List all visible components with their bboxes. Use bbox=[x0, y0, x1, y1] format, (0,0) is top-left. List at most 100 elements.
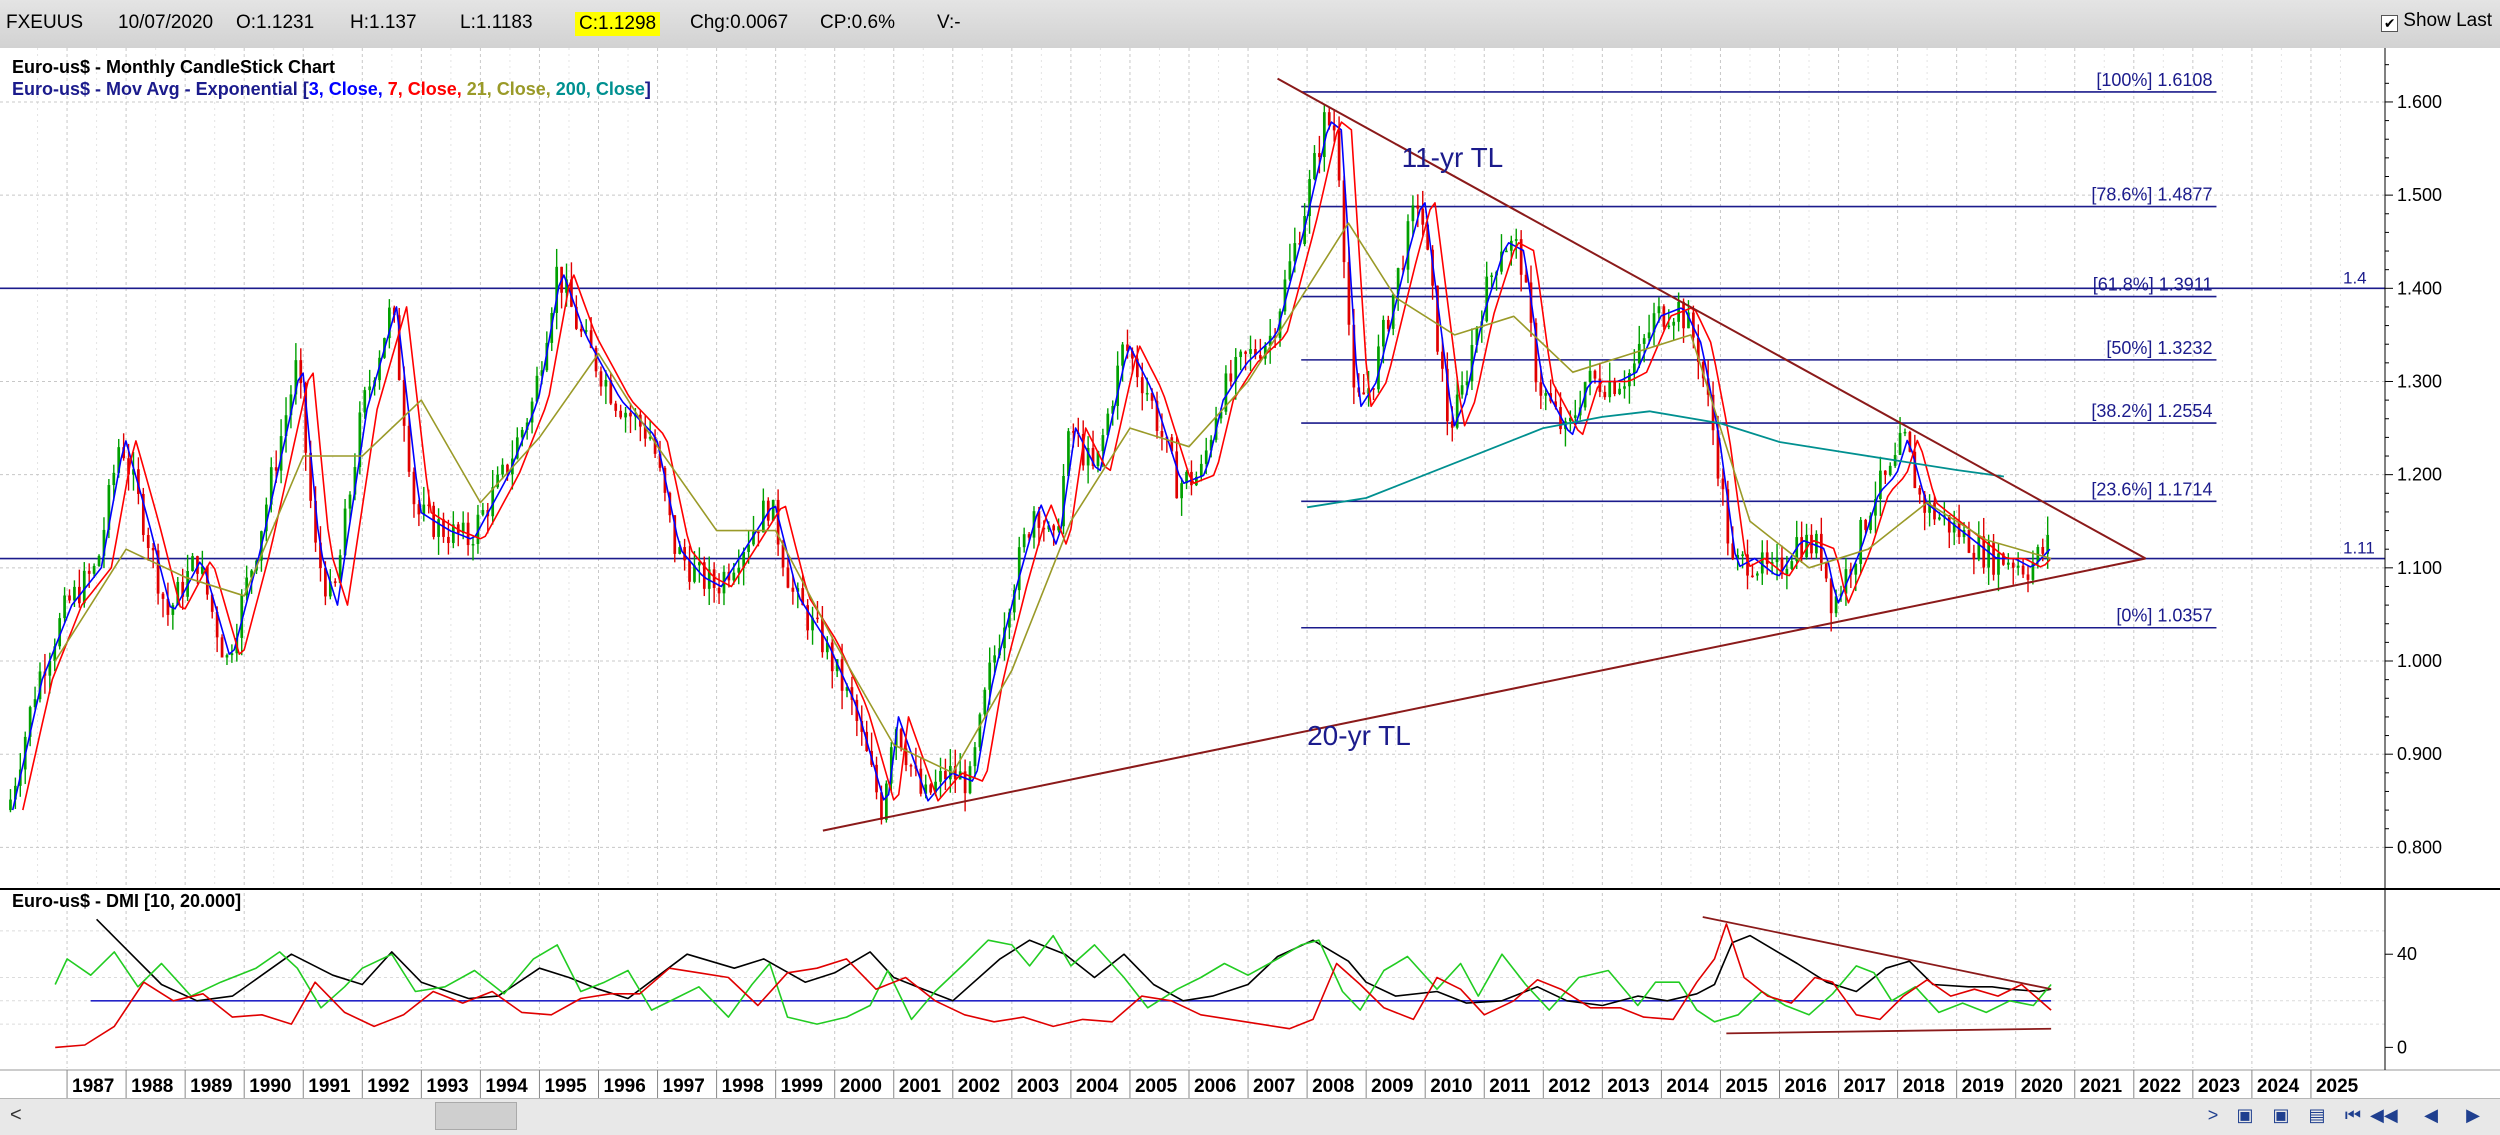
ema21-line bbox=[54, 222, 2052, 774]
candle-body bbox=[1180, 483, 1183, 499]
candle-body bbox=[1706, 378, 1710, 395]
zoom-in-icon[interactable]: ▣ bbox=[2236, 1105, 2254, 1125]
candle-body bbox=[1687, 312, 1690, 329]
candle-body bbox=[948, 765, 952, 780]
candle-body bbox=[1647, 332, 1651, 339]
candle-body bbox=[132, 469, 135, 475]
x-tick-label: 1998 bbox=[722, 1076, 764, 1097]
first-page-icon[interactable]: ⏮ bbox=[2344, 1105, 2362, 1125]
chart-canvas[interactable]: 1.4 1.11 [100%] 1.6108 [78.6%] 1.4877 [61.8%… bbox=[0, 48, 2500, 1098]
candle-body bbox=[816, 617, 819, 620]
candle-body bbox=[1372, 388, 1375, 390]
candle-body bbox=[1593, 370, 1597, 379]
candle-body bbox=[1342, 180, 1346, 263]
fast-back-icon[interactable]: ◀◀ bbox=[2370, 1105, 2398, 1125]
candle-body bbox=[1150, 392, 1154, 401]
level-label: 1.4 bbox=[2343, 268, 2367, 287]
fib-level-label: [100%] 1.6108 bbox=[2096, 70, 2212, 90]
candle-body bbox=[983, 689, 987, 715]
candle-body bbox=[1559, 407, 1562, 430]
candle-body bbox=[1667, 325, 1671, 328]
candle-body bbox=[791, 587, 795, 592]
candle-body bbox=[1928, 502, 1931, 513]
date-label: 10/07/2020 bbox=[118, 12, 214, 33]
candle-body bbox=[402, 380, 406, 426]
candle-body bbox=[1411, 205, 1415, 222]
show-last-checkbox[interactable]: ✔ Show Last bbox=[2381, 10, 2492, 32]
candle-body bbox=[1992, 541, 1995, 575]
candle-body bbox=[1445, 368, 1449, 422]
candle-body bbox=[353, 467, 357, 495]
candle-body bbox=[1824, 562, 1828, 579]
candle-body bbox=[599, 371, 603, 387]
candle-body bbox=[1982, 536, 1986, 568]
candle-body bbox=[102, 529, 106, 556]
x-tick-label: 2010 bbox=[1430, 1076, 1472, 1097]
candle-body bbox=[1436, 285, 1439, 352]
x-tick-label: 2009 bbox=[1371, 1076, 1413, 1097]
candle-body bbox=[1770, 562, 1774, 565]
candle-body bbox=[1721, 478, 1725, 490]
candle-body bbox=[1844, 569, 1848, 594]
trendline bbox=[822, 557, 2146, 832]
candle-body bbox=[1352, 324, 1356, 388]
candle-body bbox=[742, 551, 746, 568]
save-icon[interactable]: ▤ bbox=[2308, 1105, 2326, 1125]
candle-body bbox=[993, 655, 996, 663]
candle-body bbox=[1913, 451, 1917, 489]
candle-body bbox=[1760, 552, 1764, 574]
candle-body bbox=[1569, 417, 1572, 422]
candle-body bbox=[1322, 112, 1326, 158]
x-tick-label: 2021 bbox=[2080, 1076, 2123, 1097]
x-tick-label: 2003 bbox=[1017, 1076, 1059, 1097]
candle-body bbox=[63, 595, 66, 619]
candle-body bbox=[535, 375, 539, 402]
candle-body bbox=[1815, 533, 1818, 554]
candle-body bbox=[220, 637, 224, 658]
price-panel[interactable]: 1.4 1.11 [100%] 1.6108 [78.6%] 1.4877 [61.8%… bbox=[0, 70, 2385, 832]
checkbox-check-icon: ✔ bbox=[2381, 15, 2399, 32]
candle-body bbox=[540, 370, 544, 376]
candle-body bbox=[1898, 432, 1902, 456]
horizontal-scrollbar[interactable] bbox=[0, 1098, 2500, 1135]
candle-body bbox=[801, 588, 805, 606]
candle-body bbox=[1736, 555, 1740, 559]
candle-body bbox=[1672, 321, 1676, 326]
candle-body bbox=[1805, 534, 1808, 558]
zoom-out-icon[interactable]: ▣ bbox=[2272, 1105, 2290, 1125]
candle-body bbox=[2011, 562, 2015, 568]
moving-average-legend: Euro-us$ - Mov Avg - Exponential [3, Clo… bbox=[12, 79, 651, 99]
candle-body bbox=[1475, 327, 1479, 345]
dmi-panel[interactable] bbox=[54, 916, 2052, 1049]
candle-body bbox=[319, 542, 322, 569]
scroll-right-arrow[interactable]: > bbox=[2207, 1105, 2219, 1125]
candle-body bbox=[2041, 547, 2045, 554]
candle-body bbox=[87, 570, 91, 574]
candle-body bbox=[776, 499, 780, 545]
candle-body bbox=[653, 437, 657, 454]
candle-body bbox=[924, 784, 928, 794]
candle-body bbox=[240, 595, 244, 638]
y-tick-label: 1.100 bbox=[2397, 558, 2442, 578]
candle-body bbox=[1696, 337, 1700, 363]
scroll-left-arrow[interactable]: < bbox=[10, 1104, 22, 1126]
candle-body bbox=[1652, 313, 1656, 333]
candle-body bbox=[1947, 515, 1951, 533]
candle-body bbox=[1603, 391, 1607, 398]
y-tick-label: 1.400 bbox=[2397, 278, 2442, 298]
x-tick-label: 2008 bbox=[1312, 1076, 1354, 1097]
candle-body bbox=[1859, 519, 1863, 564]
candle-body bbox=[2031, 562, 2035, 580]
candle-body bbox=[201, 566, 204, 574]
forward-icon[interactable]: ▶ bbox=[2466, 1105, 2480, 1125]
candle-body bbox=[53, 646, 57, 661]
candle-body bbox=[1037, 511, 1041, 528]
candle-body bbox=[1544, 393, 1548, 396]
scroll-thumb[interactable] bbox=[435, 1102, 517, 1130]
candle-body bbox=[1008, 612, 1011, 628]
back-icon[interactable]: ◀ bbox=[2424, 1105, 2438, 1125]
candle-body bbox=[1416, 205, 1420, 209]
candle-body bbox=[1401, 268, 1405, 270]
candle-body bbox=[1086, 448, 1090, 466]
candle-body bbox=[1096, 451, 1100, 466]
